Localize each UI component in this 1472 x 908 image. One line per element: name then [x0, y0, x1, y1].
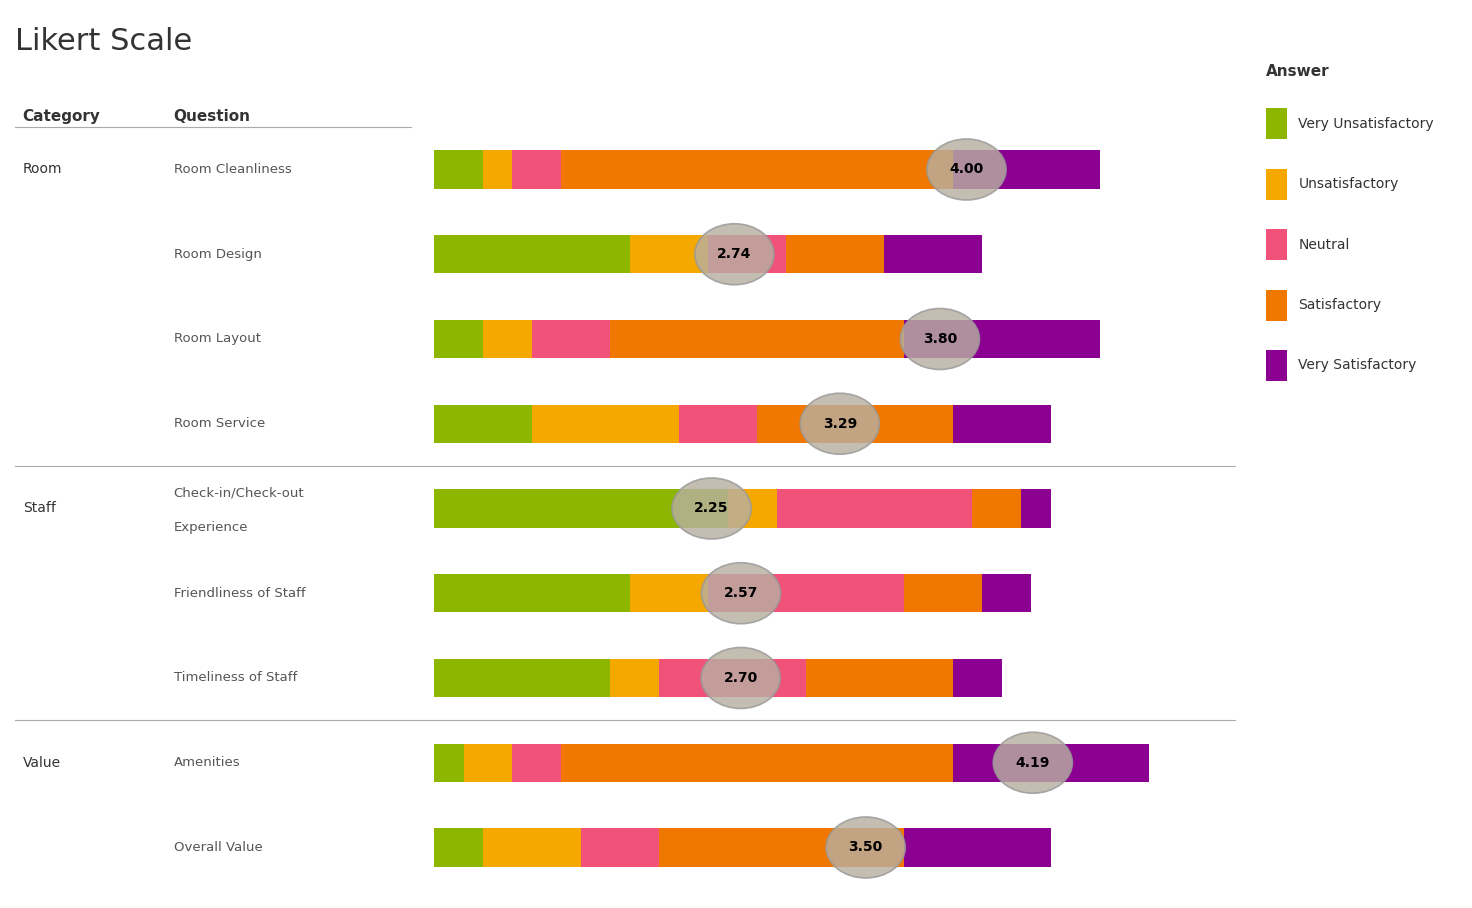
Bar — [952, 744, 1148, 782]
Ellipse shape — [927, 139, 1005, 200]
Bar — [952, 405, 1051, 443]
Bar — [630, 235, 708, 273]
Text: Amenities: Amenities — [174, 756, 240, 769]
Text: 3.50: 3.50 — [848, 841, 883, 854]
Ellipse shape — [695, 223, 774, 285]
Bar — [561, 744, 952, 782]
Bar — [434, 405, 531, 443]
Ellipse shape — [994, 732, 1073, 794]
Bar — [483, 320, 531, 358]
Bar — [581, 828, 659, 866]
Bar — [1266, 108, 1287, 140]
Text: 2.70: 2.70 — [724, 671, 758, 685]
Bar — [1266, 229, 1287, 261]
Text: Staff: Staff — [22, 501, 56, 516]
Text: 4.19: 4.19 — [1016, 755, 1050, 770]
Bar — [1266, 350, 1287, 381]
Bar — [904, 828, 1051, 866]
Text: Room: Room — [22, 163, 62, 176]
Bar — [464, 744, 512, 782]
Bar — [512, 744, 561, 782]
Bar — [434, 659, 611, 697]
Bar — [611, 659, 659, 697]
Text: Category: Category — [22, 110, 100, 124]
Bar — [757, 405, 952, 443]
Bar — [708, 574, 904, 612]
Ellipse shape — [702, 563, 780, 624]
Bar — [434, 574, 630, 612]
Bar — [434, 151, 483, 189]
Text: Likert Scale: Likert Scale — [15, 27, 191, 56]
Bar — [1022, 489, 1051, 528]
Text: Room Design: Room Design — [174, 248, 262, 261]
Ellipse shape — [901, 309, 979, 370]
Text: 3.29: 3.29 — [823, 417, 857, 430]
Text: Room Layout: Room Layout — [174, 332, 261, 345]
Text: Experience: Experience — [174, 520, 249, 534]
Text: 2.25: 2.25 — [695, 501, 729, 516]
Bar — [483, 828, 581, 866]
Bar — [679, 405, 757, 443]
Bar — [982, 574, 1030, 612]
Bar — [777, 489, 973, 528]
Bar — [973, 489, 1022, 528]
Text: Room Cleanliness: Room Cleanliness — [174, 163, 291, 176]
Bar — [659, 659, 807, 697]
Bar — [727, 489, 777, 528]
Bar — [885, 235, 982, 273]
Text: Overall Value: Overall Value — [174, 841, 262, 854]
Text: Unsatisfactory: Unsatisfactory — [1298, 177, 1398, 192]
Text: 3.80: 3.80 — [923, 332, 957, 346]
Bar — [434, 320, 483, 358]
Bar — [807, 659, 952, 697]
Ellipse shape — [673, 478, 751, 539]
Bar — [1266, 290, 1287, 321]
Text: Neutral: Neutral — [1298, 238, 1350, 252]
Bar — [531, 405, 679, 443]
Ellipse shape — [826, 817, 905, 878]
Bar — [531, 320, 611, 358]
Text: 4.00: 4.00 — [949, 163, 983, 176]
Bar — [630, 574, 708, 612]
Text: Question: Question — [174, 110, 250, 124]
Bar — [659, 828, 904, 866]
Text: Answer: Answer — [1266, 64, 1329, 79]
Bar — [952, 659, 1002, 697]
Ellipse shape — [801, 393, 879, 454]
Bar — [786, 235, 885, 273]
Text: Timeliness of Staff: Timeliness of Staff — [174, 672, 297, 685]
Bar — [1266, 169, 1287, 200]
Text: 2.74: 2.74 — [717, 247, 752, 262]
Bar — [434, 828, 483, 866]
Bar — [952, 151, 1100, 189]
Bar — [434, 489, 727, 528]
Bar — [434, 744, 464, 782]
Bar — [904, 320, 1100, 358]
Text: 2.57: 2.57 — [724, 587, 758, 600]
Text: Very Satisfactory: Very Satisfactory — [1298, 359, 1418, 372]
Text: Very Unsatisfactory: Very Unsatisfactory — [1298, 117, 1434, 131]
Bar — [904, 574, 982, 612]
Text: Room Service: Room Service — [174, 418, 265, 430]
Bar — [611, 320, 904, 358]
Bar — [434, 235, 630, 273]
Text: Friendliness of Staff: Friendliness of Staff — [174, 587, 305, 599]
Bar — [561, 151, 952, 189]
Text: Check-in/Check-out: Check-in/Check-out — [174, 487, 305, 499]
Text: Satisfactory: Satisfactory — [1298, 298, 1382, 312]
Ellipse shape — [701, 647, 780, 708]
Text: Value: Value — [22, 755, 60, 770]
Bar — [708, 235, 786, 273]
Bar — [512, 151, 561, 189]
Bar — [483, 151, 512, 189]
